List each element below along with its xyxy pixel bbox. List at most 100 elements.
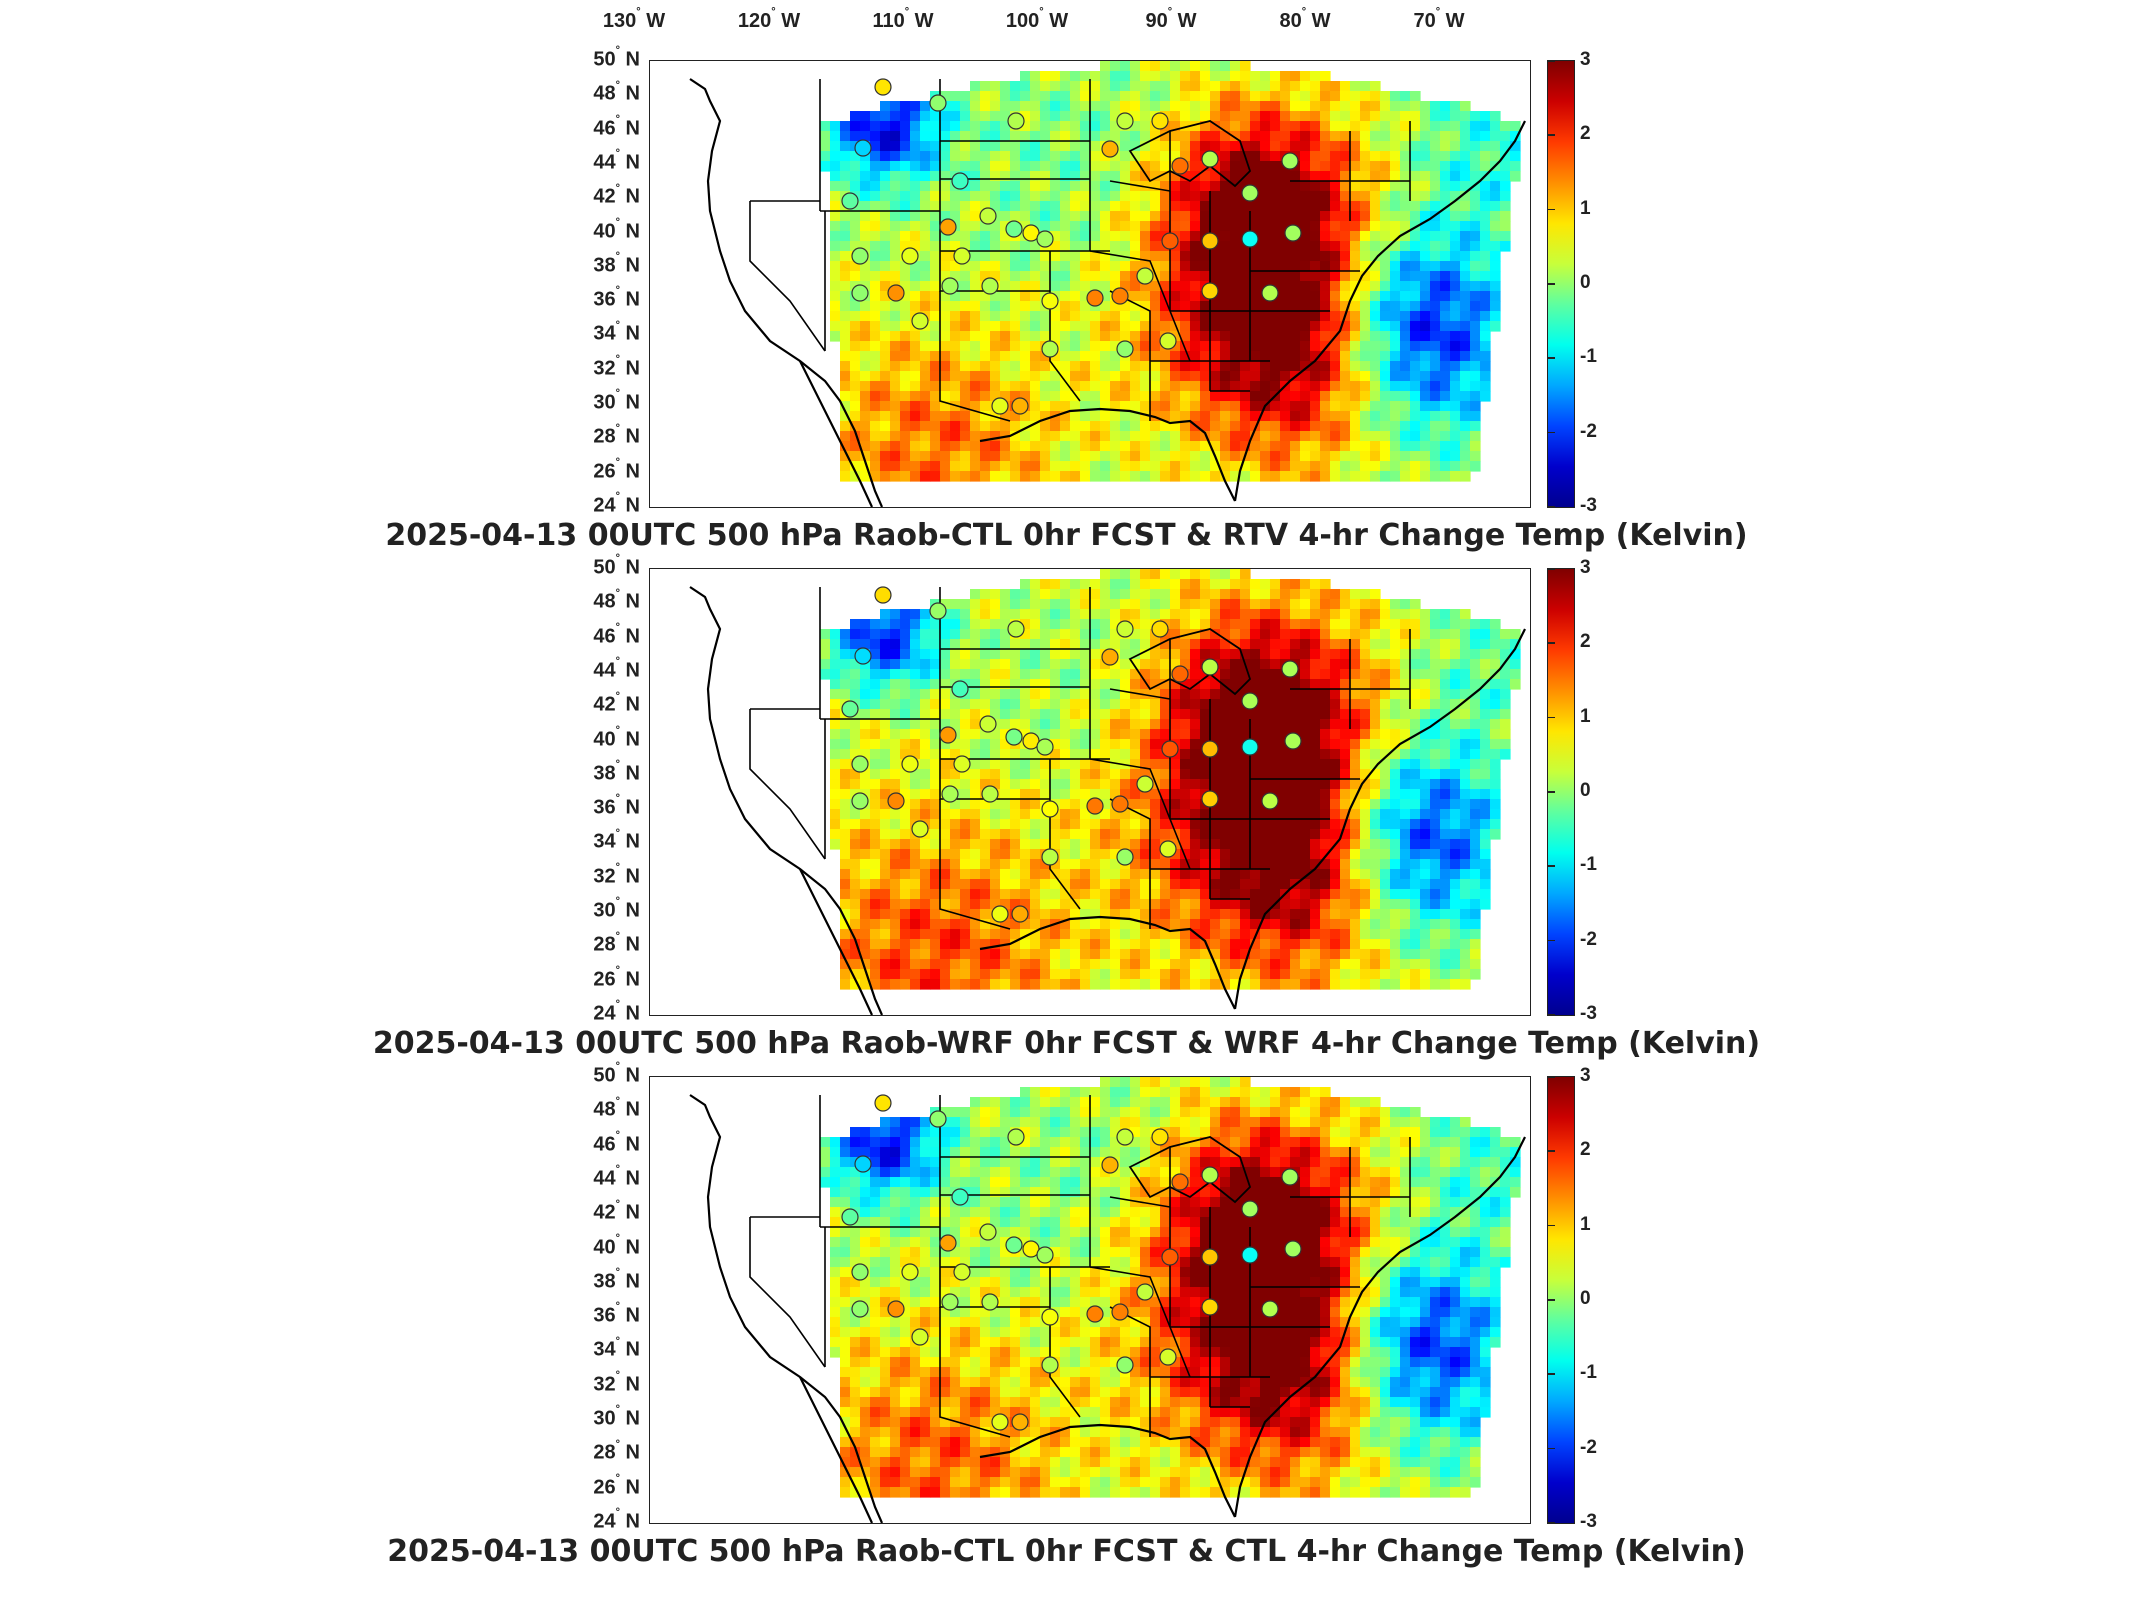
heatmap-cell <box>990 321 1001 332</box>
heatmap-cell <box>1100 231 1111 242</box>
heatmap-cell <box>910 659 921 670</box>
heatmap-cell <box>1450 381 1461 392</box>
heatmap-cell <box>1400 401 1411 412</box>
heatmap-cell <box>1460 391 1471 402</box>
heatmap-cell <box>1070 709 1081 720</box>
heatmap-cell <box>1250 779 1261 790</box>
heatmap-cell <box>1180 709 1191 720</box>
heatmap-cell <box>940 719 951 730</box>
heatmap-cell <box>1070 251 1081 262</box>
heatmap-cell <box>1340 351 1351 362</box>
heatmap-cell <box>1130 879 1141 890</box>
heatmap-cell <box>1200 869 1211 880</box>
heatmap-cell <box>1440 431 1451 442</box>
heatmap-cell <box>1020 779 1031 790</box>
heatmap-cell <box>1140 71 1151 82</box>
heatmap-cell <box>1410 859 1421 870</box>
heatmap-cell <box>1070 461 1081 472</box>
heatmap-cell <box>1100 91 1111 102</box>
heatmap-cell <box>830 131 841 142</box>
heatmap-cell <box>1120 589 1131 600</box>
heatmap-cell <box>1220 829 1231 840</box>
heatmap-cell <box>1010 431 1021 442</box>
heatmap-cell <box>1140 291 1151 302</box>
heatmap-cell <box>1100 589 1111 600</box>
heatmap-cell <box>840 889 851 900</box>
heatmap-cell <box>970 729 981 740</box>
heatmap-cell <box>1210 839 1221 850</box>
heatmap-cell <box>1510 659 1521 670</box>
heatmap-cell <box>1080 311 1091 322</box>
heatmap-cell <box>1230 381 1241 392</box>
heatmap-cell <box>1120 321 1131 332</box>
heatmap-cell <box>1300 171 1311 182</box>
heatmap-cell <box>1090 171 1101 182</box>
raob-station-marker <box>1111 287 1129 305</box>
heatmap-cell <box>860 451 871 462</box>
heatmap-cell <box>900 709 911 720</box>
heatmap-cell <box>1040 451 1051 462</box>
heatmap-cell <box>1320 291 1331 302</box>
heatmap-cell <box>1360 231 1371 242</box>
heatmap-cell <box>1050 659 1061 670</box>
heatmap-cell <box>1450 321 1461 332</box>
heatmap-cell <box>920 759 931 770</box>
heatmap-cell <box>1380 689 1391 700</box>
heatmap-cell <box>1110 679 1121 690</box>
heatmap-cell <box>920 291 931 302</box>
heatmap-cell <box>1320 849 1331 860</box>
heatmap-cell <box>1220 231 1231 242</box>
heatmap-cell <box>1380 749 1391 760</box>
heatmap-cell <box>1070 361 1081 372</box>
heatmap-cell <box>960 739 971 750</box>
heatmap-cell <box>1080 391 1091 402</box>
heatmap-cell <box>850 919 861 930</box>
heatmap-cell <box>1290 649 1301 660</box>
heatmap-cell <box>1450 839 1461 850</box>
heatmap-cell <box>1050 789 1061 800</box>
heatmap-cell <box>1010 669 1021 680</box>
heatmap-cell <box>1280 789 1291 800</box>
heatmap-cell <box>1330 401 1341 412</box>
heatmap-cell <box>1390 849 1401 860</box>
heatmap-cell <box>1300 151 1311 162</box>
heatmap-cell <box>960 869 971 880</box>
heatmap-cell <box>920 261 931 272</box>
heatmap-cell <box>1160 191 1171 202</box>
heatmap-cell <box>1390 361 1401 372</box>
heatmap-cell <box>1180 649 1191 660</box>
heatmap-cell <box>1400 431 1411 442</box>
heatmap-cell <box>970 589 981 600</box>
heatmap-cell <box>890 131 901 142</box>
heatmap-cell <box>840 779 851 790</box>
heatmap-cell <box>1140 719 1151 730</box>
heatmap-cell <box>1440 699 1451 710</box>
heatmap-cell <box>1030 599 1041 610</box>
heatmap-cell <box>1020 131 1031 142</box>
heatmap-cell <box>1440 869 1451 880</box>
heatmap-cell <box>1170 121 1181 132</box>
heatmap-cell <box>1040 639 1051 650</box>
heatmap-cell <box>1170 879 1181 890</box>
heatmap-cell <box>1170 451 1181 462</box>
heatmap-cell <box>900 101 911 112</box>
heatmap-cell <box>1010 191 1021 202</box>
heatmap-cell <box>1310 91 1321 102</box>
heatmap-cell <box>890 729 901 740</box>
heatmap-cell <box>1060 749 1071 760</box>
heatmap-cell <box>880 849 891 860</box>
heatmap-cell <box>1060 719 1071 730</box>
heatmap-cell <box>880 679 891 690</box>
heatmap-cell <box>960 451 971 462</box>
heatmap-cell <box>950 141 961 152</box>
heatmap-cell <box>1090 421 1101 432</box>
heatmap-cell <box>840 171 851 182</box>
heatmap-cell <box>1310 739 1321 750</box>
heatmap-cell <box>1250 171 1261 182</box>
heatmap-cell <box>1140 799 1151 810</box>
heatmap-cell <box>1480 211 1491 222</box>
heatmap-cell <box>870 351 881 362</box>
heatmap-cell <box>990 839 1001 850</box>
heatmap-cell <box>1490 291 1501 302</box>
heatmap-cell <box>1500 191 1511 202</box>
